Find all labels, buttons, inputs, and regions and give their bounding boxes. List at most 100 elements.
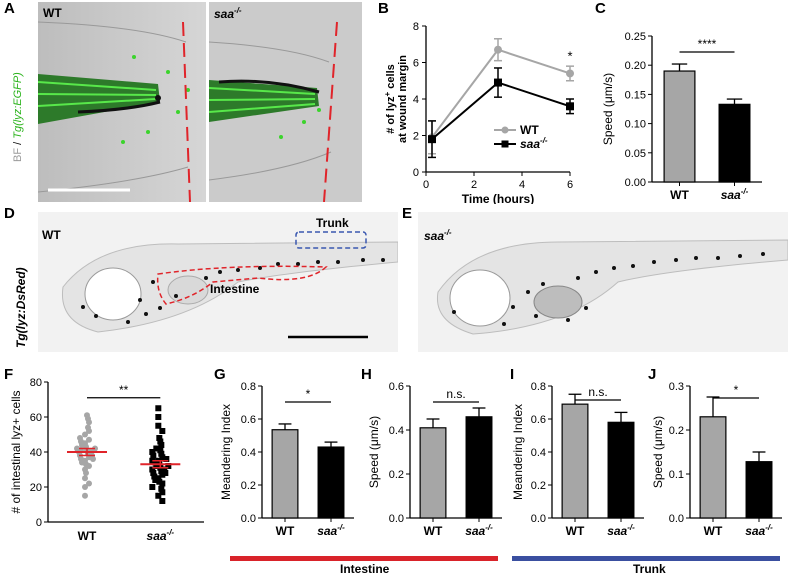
bar-saa xyxy=(745,461,773,519)
intestine-color-bar xyxy=(230,556,498,561)
chart-f-scatter: 0 20 40 60 80 # of intestinal lyz+ cells WT saa… xyxy=(9,377,204,543)
point-saa xyxy=(157,438,164,445)
legend-marker xyxy=(501,126,509,134)
y-tick-label: 0.2 xyxy=(389,469,404,481)
y-axis-label: Speed (μm/s) xyxy=(367,416,381,488)
point-wt xyxy=(82,475,88,482)
trunk-footer-label: Trunk xyxy=(633,562,666,576)
panel-letter-j: J xyxy=(648,366,657,383)
y-tick-label: 0.8 xyxy=(241,381,256,393)
bar-saa xyxy=(465,416,493,519)
panel-letter-a: A xyxy=(4,0,15,17)
bar-wt xyxy=(271,429,299,519)
x-tick-label: saa-/- xyxy=(147,528,175,543)
point-saa xyxy=(155,422,162,429)
point-saa xyxy=(566,102,574,111)
panel-letter-h: H xyxy=(361,366,372,383)
y-tick-label: 0.0 xyxy=(669,513,684,525)
point-wt xyxy=(85,424,91,431)
y-tick-label: 0.6 xyxy=(531,414,546,426)
y-tick-label: 0.2 xyxy=(531,480,546,492)
point-wt xyxy=(82,466,88,473)
panel-letter-e: E xyxy=(402,205,413,222)
intestine-footer-label: Intestine xyxy=(340,562,390,576)
point-saa xyxy=(150,470,157,476)
y-tick-label: 0.6 xyxy=(241,414,256,426)
trunk-color-bar xyxy=(512,556,780,561)
y-tick-label: 0.20 xyxy=(625,60,646,72)
y-tick-label: 0.00 xyxy=(625,177,646,189)
y-tick-label: 0.25 xyxy=(625,31,646,43)
y-axis-label: Speed (μm/s) xyxy=(601,73,615,145)
x-tick-label: WT xyxy=(670,188,689,202)
point-saa xyxy=(494,78,502,87)
y-tick-label: 0.15 xyxy=(625,89,646,101)
image-e-saa-label: saa-/- xyxy=(424,228,452,243)
y-axis-label: # of intestinal lyz+ cells xyxy=(9,390,23,513)
y-axis-label: Meandering Index xyxy=(512,404,525,500)
point-wt xyxy=(74,445,80,452)
panel-letter-c: C xyxy=(595,0,606,17)
y-axis-label-line2: at wound margin xyxy=(397,55,409,143)
image-d-trunk-label: Trunk xyxy=(316,216,349,230)
x-tick-label: saa-/- xyxy=(317,523,345,538)
y-tick-label: 0.0 xyxy=(531,513,546,525)
x-axis-label: Time (hours) xyxy=(462,192,534,204)
chart-g-bar: 0.0 0.2 0.4 0.6 0.8 Meandering Index WT saa-/- * xyxy=(219,381,354,538)
point-saa xyxy=(159,454,166,461)
panel-d-side-label: Tg(lyz:DsRed) xyxy=(14,267,28,348)
point-saa xyxy=(158,450,165,457)
significance-label: n.s. xyxy=(446,387,465,401)
point-saa xyxy=(159,489,166,496)
point-wt xyxy=(82,492,88,499)
y-tick-label: 60 xyxy=(30,412,42,424)
y-tick-label: 0.1 xyxy=(669,469,684,481)
point-saa xyxy=(155,492,162,499)
legend-label: saa-/- xyxy=(520,136,548,151)
point-wt xyxy=(77,435,83,441)
panel-letter-f: F xyxy=(4,366,14,383)
micrograph-a-saa-label: saa-/- xyxy=(214,6,242,21)
micrograph-a-saa: saa-/- xyxy=(209,2,362,202)
bar-wt xyxy=(561,403,589,519)
point-wt xyxy=(82,431,88,438)
point-saa xyxy=(150,452,157,459)
y-tick-label: 2 xyxy=(413,131,419,143)
micrograph-a-wt: WT xyxy=(38,2,206,202)
y-tick-label: 0 xyxy=(36,517,42,529)
y-tick-label: 6 xyxy=(413,58,419,70)
y-tick-label: 0.05 xyxy=(625,148,646,160)
micrograph-a-wt-image xyxy=(38,2,206,202)
x-tick-label: 2 xyxy=(471,179,477,191)
panel-letter-d: D xyxy=(4,205,15,222)
chart-c-bar: 0.00 0.05 0.10 0.15 0.20 0.25 Speed (μm/s) WT sa… xyxy=(601,31,762,202)
y-tick-label: 0.3 xyxy=(669,381,684,393)
x-tick-label: saa-/- xyxy=(721,187,749,202)
bar-saa xyxy=(607,421,635,519)
bar-wt xyxy=(663,70,696,183)
point-saa xyxy=(159,498,166,504)
point-saa xyxy=(161,466,168,473)
significance-label: * xyxy=(567,49,572,64)
x-tick-label: WT xyxy=(566,524,585,538)
point-wt xyxy=(494,45,502,54)
point-saa xyxy=(153,445,160,452)
significance-label: * xyxy=(306,387,311,401)
y-tick-label: 0.4 xyxy=(241,447,256,459)
y-tick-label: 80 xyxy=(30,377,42,389)
y-tick-label: 0.0 xyxy=(241,513,256,525)
series-line-wt xyxy=(431,48,571,138)
panel-letter-g: G xyxy=(214,366,226,383)
y-tick-label: 0.4 xyxy=(389,425,404,437)
point-saa xyxy=(155,475,162,482)
y-tick-label: 20 xyxy=(30,482,42,494)
point-saa xyxy=(155,405,162,412)
panel-letter-b: B xyxy=(378,0,389,17)
chart-i-bar: 0.0 0.2 0.4 0.6 0.8 Meandering Index WT saa-/- n… xyxy=(512,381,644,538)
significance-label: **** xyxy=(698,37,717,51)
image-d-wt-larva xyxy=(61,231,399,339)
point-saa xyxy=(156,478,163,485)
x-tick-label: WT xyxy=(78,529,97,543)
point-wt xyxy=(84,412,90,419)
point-wt xyxy=(86,480,92,487)
